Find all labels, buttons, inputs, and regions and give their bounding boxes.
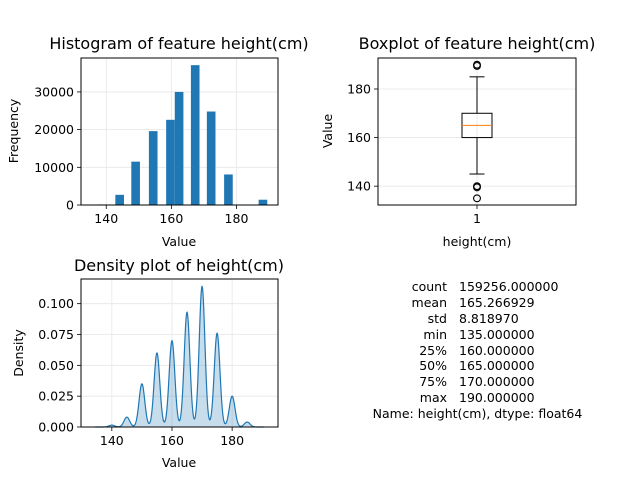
stats-row-max: max 190.000000 — [340, 390, 615, 406]
histogram-ytick-label: 20000 — [34, 122, 74, 137]
stats-row-75: 75% 170.000000 — [340, 374, 615, 390]
stats-row-mean: mean 165.266929 — [340, 295, 615, 311]
density-fill — [95, 286, 264, 427]
stats-key: count — [411, 279, 447, 294]
density-curve — [95, 285, 264, 428]
histogram-bar — [174, 91, 184, 205]
stats-value: 159256.000000 — [459, 279, 559, 294]
density-title: Density plot of height(cm) — [74, 256, 284, 275]
histogram-bar — [166, 119, 175, 205]
stats-key: 50% — [419, 358, 447, 374]
stats-key: mean — [411, 294, 447, 310]
histogram-bar — [206, 111, 216, 205]
histogram-bar — [258, 199, 268, 205]
stats-row-std: std 8.818970 — [340, 311, 615, 327]
stats-value: 165.266929 — [459, 294, 535, 310]
density-xtick-label: 140 — [100, 433, 124, 448]
histogram-bar — [224, 174, 233, 205]
boxplot-ytick-label: 180 — [347, 81, 371, 96]
histogram-bar — [148, 131, 158, 205]
stats-key: 75% — [419, 374, 447, 390]
stats-series-name: Name: height(cm), dtype: float64 — [372, 406, 583, 422]
boxplot-xlabel: height(cm) — [443, 234, 512, 249]
density-panel: 140 160 180 0.000 0.025 0.050 0.075 0.100 Dens… — [11, 256, 284, 470]
boxplot-ylabel: Value — [320, 114, 335, 149]
histogram-panel: 140 160 180 0 10000 20000 30000 Histogram of … — [6, 34, 309, 249]
histogram-xtick-label: 180 — [225, 211, 249, 226]
stats-row-25: 25% 160.000000 — [340, 343, 615, 359]
histogram-bar — [115, 194, 124, 205]
boxplot-ytick-label: 160 — [347, 130, 371, 145]
histogram-ytick-label: 30000 — [34, 84, 74, 99]
stats-row-min: min 135.000000 — [340, 327, 615, 343]
stats-key: max — [419, 390, 447, 406]
boxplot-title: Boxplot of feature height(cm) — [359, 34, 596, 53]
histogram-ytick-label: 0 — [66, 198, 74, 213]
stats-value: 8.818970 — [459, 310, 519, 326]
stats-value: 190.000000 — [459, 390, 535, 406]
histogram-title: Histogram of feature height(cm) — [49, 34, 308, 53]
stats-value: 160.000000 — [459, 342, 535, 358]
density-ylabel: Density — [11, 329, 26, 377]
histogram-xtick-label: 160 — [159, 211, 183, 226]
histogram-bar — [131, 161, 140, 205]
stats-value: 135.000000 — [459, 326, 535, 342]
histogram-xtick-label: 140 — [94, 211, 118, 226]
density-ytick-label: 0.025 — [38, 389, 74, 404]
histogram-ylabel: Frequency — [6, 98, 21, 163]
stats-key: min — [423, 326, 447, 342]
boxplot-xtick-label: 1 — [473, 211, 481, 226]
density-ytick-label: 0.000 — [38, 420, 74, 435]
stats-row-count: count 159256.000000 — [340, 279, 615, 295]
density-ytick-label: 0.075 — [38, 327, 74, 342]
stats-row-50: 50% 165.000000 — [340, 358, 615, 374]
density-xtick-label: 160 — [160, 433, 184, 448]
density-ytick-label: 0.050 — [38, 358, 74, 373]
stats-value: 170.000000 — [459, 374, 535, 390]
density-xtick-label: 180 — [220, 433, 244, 448]
density-frame — [80, 278, 279, 428]
summary-statistics: count 159256.000000 mean 165.266929 std 8.8… — [340, 279, 615, 422]
histogram-ytick-label: 10000 — [34, 160, 74, 175]
stats-value: 165.000000 — [459, 358, 535, 374]
stats-key: 25% — [419, 342, 447, 358]
boxplot-outlier — [473, 194, 481, 203]
boxplot-panel: 1 140 160 180 Boxplot of feature height(cm… — [320, 34, 595, 249]
density-xlabel: Value — [162, 455, 197, 470]
histogram-frame — [80, 57, 279, 206]
histogram-xlabel: Value — [162, 234, 197, 249]
histogram-bar — [190, 65, 200, 206]
density-ytick-label: 0.100 — [38, 296, 74, 311]
boxplot-outlier — [473, 60, 481, 69]
stats-key: std — [427, 310, 447, 326]
boxplot-ytick-label: 140 — [347, 179, 371, 194]
boxplot-outlier — [473, 182, 481, 191]
